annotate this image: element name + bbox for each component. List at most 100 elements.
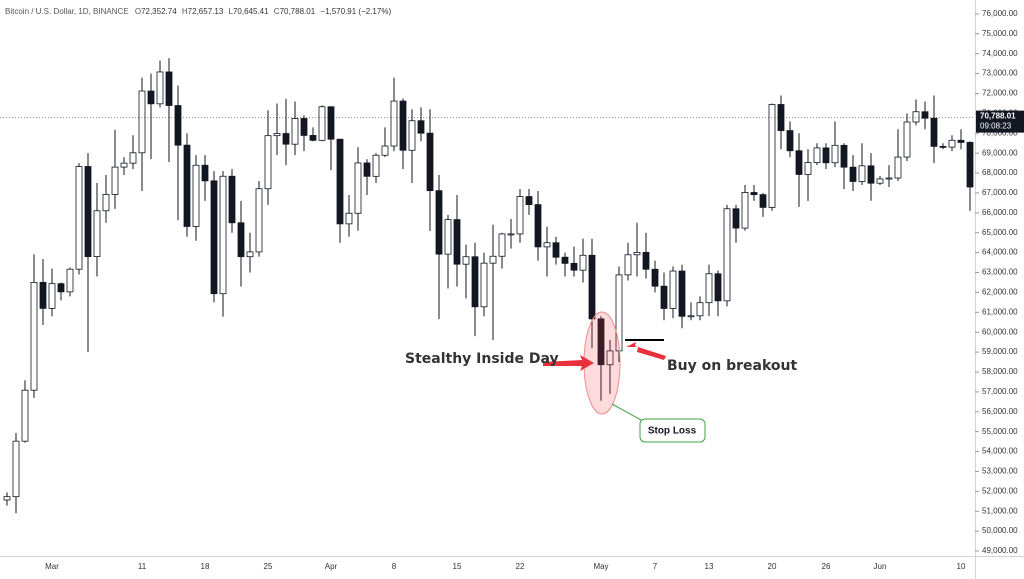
y-tick-label: 53,000.00 (982, 467, 1018, 476)
x-tick-label: 11 (138, 562, 147, 571)
y-tick-label: 69,000.00 (982, 148, 1018, 157)
candle-body (291, 118, 299, 145)
arrow (543, 355, 594, 371)
y-tick-label: 60,000.00 (982, 327, 1018, 336)
candle-body (453, 219, 461, 265)
last-price-box (976, 110, 1024, 133)
candle-body (579, 254, 587, 271)
y-tick-label: 64,000.00 (982, 248, 1018, 257)
candle-body (930, 117, 938, 147)
candle-body (786, 130, 794, 152)
x-tick-label: 15 (453, 562, 462, 571)
candle-body (885, 177, 893, 180)
candle-body (408, 120, 416, 151)
candle-body (228, 175, 236, 224)
arrow (626, 342, 666, 360)
candle-body (273, 133, 281, 137)
x-tick-label: Jun (874, 562, 887, 571)
y-tick-label: 63,000.00 (982, 268, 1018, 277)
candle-body (201, 164, 209, 182)
y-tick-label: 57,000.00 (982, 387, 1018, 396)
candle-body (264, 135, 272, 190)
candle-body (768, 104, 776, 208)
candle-body (588, 254, 596, 320)
candle-body (840, 144, 848, 168)
candle-body (966, 142, 974, 188)
x-tick-label: 18 (201, 562, 210, 571)
candle-body (957, 139, 965, 143)
candle-body (66, 268, 74, 293)
candle-body (687, 315, 695, 318)
candle-body (336, 138, 344, 225)
high-value: 72,657.13 (188, 7, 224, 16)
candle-body (615, 274, 623, 352)
candle-body (804, 162, 812, 175)
candle-body (939, 145, 947, 148)
y-tick-label: 70,000.00 (982, 128, 1018, 137)
candle-body (138, 90, 146, 154)
x-tick-label: 20 (768, 562, 777, 571)
candle-body (309, 135, 317, 141)
candle-body (372, 154, 380, 177)
candle-body (948, 139, 956, 148)
low-value: 70,645.41 (233, 7, 269, 16)
candle-body (759, 194, 767, 208)
candle-body (723, 208, 731, 302)
candle-body (318, 106, 326, 141)
candle-body (543, 242, 551, 248)
y-tick-label: 74,000.00 (982, 49, 1018, 58)
candle-body (435, 190, 443, 255)
open-value: 72,352.74 (141, 7, 177, 16)
candle-body (894, 156, 902, 179)
y-tick-label: 58,000.00 (982, 367, 1018, 376)
candle-body (741, 192, 749, 229)
candle-body (705, 273, 713, 304)
low-key: L (229, 7, 234, 16)
candle-body (462, 256, 470, 265)
close-value: 70,788.01 (280, 7, 316, 16)
candle-body (777, 104, 785, 131)
candle-body (255, 188, 263, 253)
candle-body (93, 210, 101, 257)
x-tick-label: 13 (705, 562, 714, 571)
candle-body (669, 270, 677, 309)
candle-body (831, 144, 839, 164)
candle-body (165, 71, 173, 106)
x-tick-label: 10 (957, 562, 966, 571)
candle-body (327, 106, 335, 140)
candle-body (921, 111, 929, 119)
candle-body (3, 496, 11, 501)
stop-loss-box (639, 418, 706, 443)
candle-body (471, 256, 479, 308)
candle-body (552, 242, 560, 258)
candle-body (489, 255, 497, 264)
candle-body (606, 350, 614, 366)
y-tick-label: 55,000.00 (982, 427, 1018, 436)
candle-body (354, 162, 362, 214)
candle-body (174, 105, 182, 146)
candle-body (219, 175, 227, 295)
x-tick-label: 8 (392, 562, 397, 571)
candle-body (525, 196, 533, 206)
y-tick-label: 72,000.00 (982, 89, 1018, 98)
candle-body (714, 273, 722, 302)
candle-body (246, 251, 254, 258)
candle-body (633, 251, 641, 256)
candle-body (480, 262, 488, 308)
candle-body (147, 90, 155, 105)
candle-body (48, 283, 56, 309)
y-tick-label: 73,000.00 (982, 69, 1018, 78)
candle-body (30, 281, 38, 391)
candle-body (120, 162, 128, 168)
candle-body (183, 144, 191, 227)
candle-body (282, 133, 290, 145)
y-tick-label: 54,000.00 (982, 447, 1018, 456)
y-tick-label: 65,000.00 (982, 228, 1018, 237)
countdown: 09:08:23 (980, 122, 1012, 131)
x-tick-label: Apr (325, 562, 338, 571)
candle-body (102, 194, 110, 212)
high-key: H (182, 7, 188, 16)
